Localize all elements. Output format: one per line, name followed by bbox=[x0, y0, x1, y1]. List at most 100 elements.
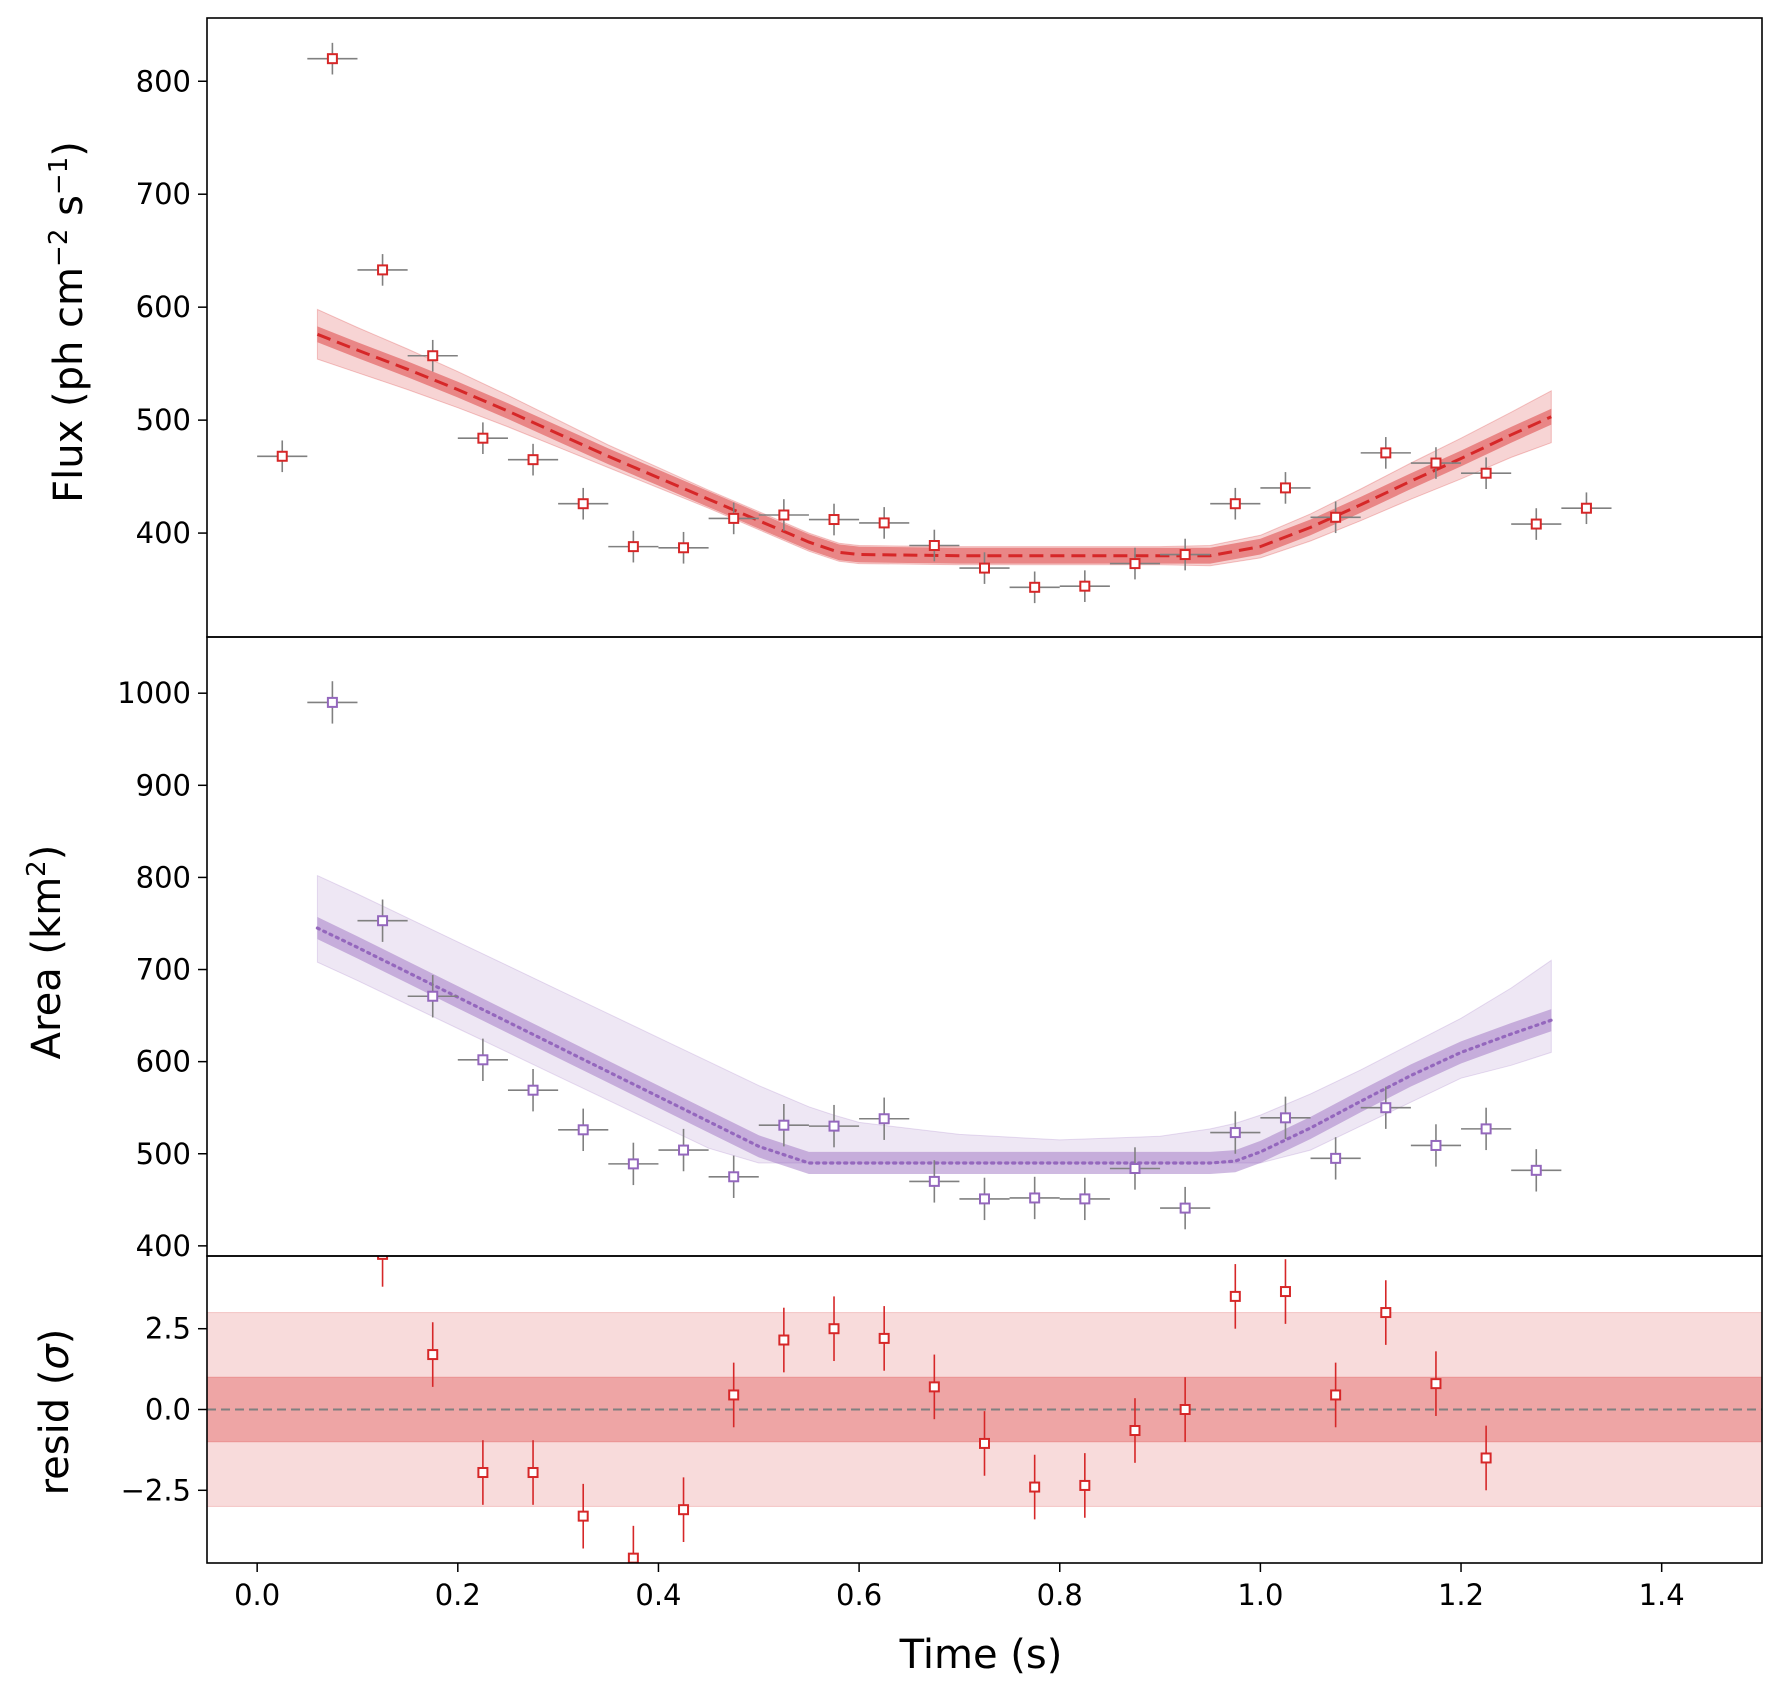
area-marker bbox=[928, 1175, 940, 1187]
residuals-panel: −2.5 0.0 2.5 0.0 0.2 0.4 0.6 0.8 1.0 1.2 1.4 resi… bbox=[32, 1256, 1762, 1678]
flux-marker bbox=[1129, 558, 1141, 570]
area-marker bbox=[728, 1171, 740, 1183]
flux-y-tick-label: 600 bbox=[136, 290, 191, 324]
resid-point-6 bbox=[678, 1477, 690, 1542]
flux-point-18 bbox=[1160, 538, 1211, 571]
flux-model-line bbox=[316, 332, 1552, 558]
area-marker bbox=[1079, 1193, 1091, 1205]
resid-marker bbox=[1380, 1307, 1392, 1319]
flux-point-2 bbox=[357, 254, 408, 286]
x-tick-label: 1.2 bbox=[1438, 1578, 1484, 1612]
flux-y-tick-label: 400 bbox=[136, 516, 191, 550]
area-point-15 bbox=[1059, 1177, 1110, 1221]
area-point-14 bbox=[1009, 1176, 1060, 1220]
flux-point-1 bbox=[307, 42, 358, 75]
resid-point-19 bbox=[1330, 1362, 1342, 1428]
flux-point-24 bbox=[1461, 457, 1512, 490]
area-marker bbox=[979, 1193, 990, 1205]
resid-point-11 bbox=[928, 1354, 940, 1420]
area-point-18 bbox=[1210, 1111, 1261, 1154]
flux-point-22 bbox=[1360, 437, 1411, 469]
area-y-tick-label: 500 bbox=[136, 1137, 191, 1171]
x-tick-label: 0.2 bbox=[435, 1578, 481, 1612]
flux-point-19 bbox=[1210, 487, 1261, 520]
flux-marker bbox=[828, 514, 840, 526]
resid-point-3 bbox=[527, 1440, 539, 1505]
area-marker bbox=[1380, 1102, 1392, 1114]
resid-marker bbox=[377, 1256, 389, 1260]
resid-marker bbox=[1480, 1452, 1492, 1464]
flux-point-11 bbox=[808, 503, 860, 536]
flux-y-tick-label: 700 bbox=[136, 177, 191, 211]
flux-point-10 bbox=[758, 499, 809, 531]
resid-point-7 bbox=[728, 1362, 740, 1428]
flux-point-9 bbox=[708, 502, 759, 535]
area-y-tick-label: 600 bbox=[136, 1045, 191, 1079]
resid-marker bbox=[979, 1437, 990, 1449]
area-point-7 bbox=[658, 1128, 709, 1172]
x-tick-label: 1.4 bbox=[1639, 1578, 1685, 1612]
flux-point-12 bbox=[859, 507, 910, 539]
flux-marker bbox=[878, 517, 890, 529]
resid-point-14 bbox=[1079, 1453, 1091, 1518]
area-point-1 bbox=[357, 899, 408, 942]
flux-marker bbox=[1430, 457, 1442, 469]
flux-marker bbox=[527, 454, 539, 466]
area-point-4 bbox=[507, 1069, 559, 1112]
area-point-12 bbox=[909, 1160, 960, 1203]
area-y-axis-label: Area (km2) bbox=[22, 845, 70, 1060]
area-marker bbox=[1179, 1202, 1191, 1214]
flux-point-14 bbox=[959, 552, 1010, 584]
area-marker bbox=[477, 1054, 489, 1066]
flux-marker bbox=[1530, 518, 1542, 530]
flux-point-3 bbox=[407, 339, 458, 372]
residuals-y-axis-ticks: −2.5 0.0 2.5 bbox=[121, 1312, 207, 1507]
residuals-panel-frame bbox=[206, 1255, 1763, 1564]
residuals-y-axis-label: resid (σ) bbox=[32, 1329, 78, 1496]
flux-marker bbox=[1229, 498, 1241, 510]
resid-marker bbox=[477, 1467, 489, 1479]
area-point-8 bbox=[708, 1155, 759, 1198]
x-axis-label: Time (s) bbox=[899, 1632, 1063, 1678]
area-point-13 bbox=[959, 1177, 1010, 1221]
area-marker bbox=[377, 915, 389, 927]
resid-marker bbox=[878, 1332, 890, 1344]
flux-point-23 bbox=[1410, 447, 1462, 479]
area-point-19 bbox=[1260, 1096, 1311, 1140]
flux-point-13 bbox=[909, 529, 960, 562]
area-marker bbox=[1480, 1123, 1492, 1135]
flux-marker bbox=[276, 450, 288, 462]
flux-marker bbox=[1279, 482, 1291, 494]
flux-marker bbox=[1380, 447, 1392, 459]
flux-point-6 bbox=[558, 487, 609, 520]
area-marker bbox=[326, 696, 338, 708]
flux-marker bbox=[928, 540, 940, 552]
area-y-tick-label: 1000 bbox=[117, 676, 191, 710]
area-marker bbox=[1029, 1192, 1041, 1204]
resid-marker bbox=[1279, 1286, 1291, 1298]
area-marker bbox=[678, 1144, 690, 1156]
x-axis-ticks: 0.0 0.2 0.4 0.6 0.8 1.0 1.2 1.4 bbox=[234, 1563, 1685, 1612]
flux-marker bbox=[979, 562, 990, 574]
area-y-tick-label: 400 bbox=[136, 1229, 191, 1263]
flux-y-axis-label: Flux (ph cm−2 s−1) bbox=[44, 141, 92, 503]
flux-marker bbox=[1179, 549, 1191, 561]
area-marker bbox=[1530, 1164, 1542, 1176]
area-point-9 bbox=[758, 1104, 809, 1147]
area-marker bbox=[1279, 1112, 1291, 1124]
area-point-2 bbox=[407, 975, 458, 1018]
resid-marker bbox=[527, 1467, 539, 1479]
resid-marker bbox=[1229, 1290, 1241, 1302]
resid-marker bbox=[427, 1349, 439, 1361]
flux-marker bbox=[1580, 502, 1592, 514]
resid-point-4 bbox=[577, 1483, 589, 1549]
area-panel: 400 500 600 700 800 900 1000 Area (km2) bbox=[22, 676, 1562, 1263]
residuals-plot-area bbox=[207, 1256, 1762, 1563]
area-point-22 bbox=[1410, 1124, 1462, 1167]
resid-y-tick-label: 0.0 bbox=[145, 1393, 191, 1427]
flux-panel: 400 500 600 700 800 Flux (ph cm−2 s−1) bbox=[44, 42, 1612, 604]
flux-point-20 bbox=[1260, 472, 1311, 504]
area-plot-area bbox=[307, 681, 1562, 1230]
area-marker bbox=[828, 1120, 840, 1132]
